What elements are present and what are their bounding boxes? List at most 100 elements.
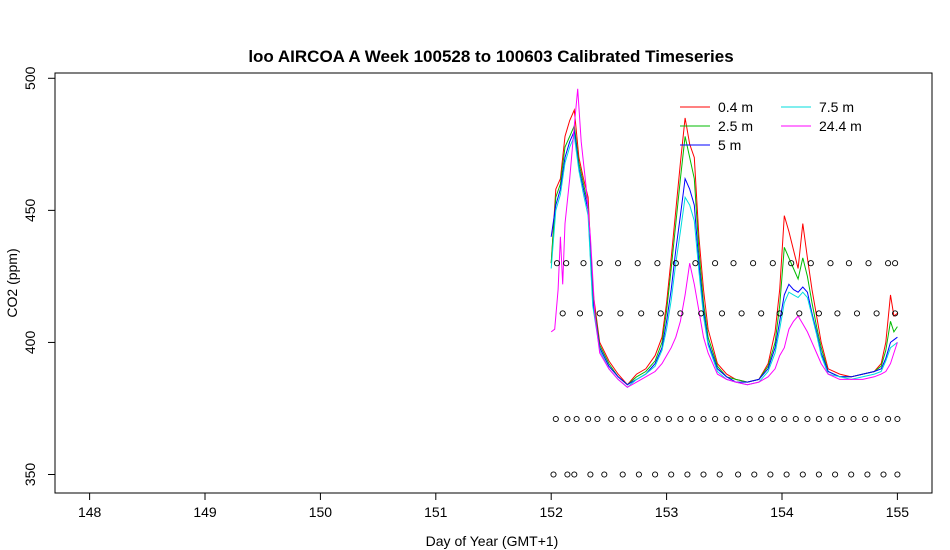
calibration-marker — [758, 310, 765, 317]
calibration-marker — [788, 260, 795, 267]
x-tick-label: 155 — [886, 504, 910, 520]
calibration-marker — [862, 415, 869, 423]
calibration-marker — [594, 415, 601, 423]
calibration-marker — [769, 415, 776, 423]
calibration-marker — [735, 415, 742, 423]
calibration-marker — [700, 471, 707, 478]
calibration-marker — [894, 471, 901, 478]
calibration-marker — [550, 471, 557, 478]
calibration-marker — [635, 471, 642, 478]
calibration-marker — [848, 471, 855, 478]
calibration-marker — [834, 310, 841, 317]
calibration-marker — [672, 260, 679, 267]
x-tick-label: 148 — [78, 504, 102, 520]
calibration-marker — [799, 471, 806, 478]
calibration-marker — [564, 415, 571, 423]
calibration-marker — [815, 415, 822, 423]
legend-label: 2.5 m — [718, 118, 753, 134]
y-tick-label: 450 — [22, 198, 38, 222]
x-axis-label: Day of Year (GMT+1) — [426, 533, 559, 549]
calibration-marker — [853, 310, 861, 317]
calibration-marker — [571, 471, 578, 478]
plot-area-frame — [54, 72, 933, 494]
y-axis-label: CO2 (ppm) — [4, 248, 20, 317]
series-layer — [550, 88, 898, 388]
series-line-4 — [550, 88, 898, 388]
calibration-marker — [873, 310, 880, 317]
calibration-marker — [873, 415, 880, 423]
calibration-marker — [638, 310, 645, 317]
calibration-marker — [827, 260, 834, 267]
calibration-marker — [634, 260, 641, 267]
calibration-marker — [587, 471, 594, 478]
calibration-marker — [564, 471, 571, 478]
calibration-marker — [751, 471, 758, 478]
calibration-marker — [815, 310, 822, 317]
calibration-marker — [738, 310, 745, 317]
legend: 0.4 m 2.5 m 5 m 7.5 m 24.4 m — [680, 99, 862, 153]
calibration-marker — [735, 471, 742, 478]
calibration-marker — [767, 471, 774, 478]
calibration-marker — [684, 471, 691, 478]
calibration-marker — [712, 415, 719, 423]
calibration-marker — [665, 415, 672, 423]
calibration-marker — [573, 415, 580, 423]
calibration-marker — [750, 260, 757, 267]
calibration-marker — [559, 310, 566, 317]
calibration-marker — [758, 415, 765, 423]
calibration-marker — [894, 415, 901, 423]
calibration-marker — [677, 310, 684, 317]
calibration-marker — [688, 415, 696, 423]
calibration-marker — [652, 471, 659, 478]
legend-label: 24.4 m — [819, 118, 862, 134]
calibration-marker — [700, 415, 707, 423]
calibration-marker — [677, 415, 684, 423]
calibration-marker — [552, 415, 559, 423]
calibration-marker — [698, 310, 705, 317]
calibration-marker — [617, 310, 624, 317]
x-tick-label: 152 — [540, 504, 564, 520]
chart-title: loo AIRCOA A Week 100528 to 100603 Calib… — [248, 47, 733, 66]
calibration-marker — [716, 471, 723, 478]
calibration-marker — [892, 260, 899, 267]
calibration-marker — [601, 471, 608, 478]
calibration-marker — [807, 260, 814, 267]
calibration-marker — [885, 415, 892, 423]
y-tick-label: 400 — [22, 331, 38, 355]
calibration-marker — [804, 415, 811, 423]
calibration-marker — [563, 260, 570, 267]
calibration-marker — [792, 415, 799, 423]
calibration-marker — [850, 415, 857, 423]
calibration-marker — [654, 415, 661, 423]
calibration-marker — [553, 260, 561, 267]
calibration-marker — [769, 260, 776, 267]
calibration-marker — [845, 260, 852, 267]
y-tick-label: 350 — [22, 463, 38, 487]
calibration-marker — [712, 260, 719, 267]
calibration-marker — [783, 471, 790, 478]
calibration-marker — [723, 415, 730, 423]
x-tick-label: 149 — [193, 504, 217, 520]
calibration-marker — [619, 415, 626, 423]
calibration-marker — [815, 471, 822, 478]
calibration-marker — [657, 310, 664, 317]
legend-label: 7.5 m — [819, 99, 854, 115]
calibration-marker — [892, 310, 899, 317]
calibration-marker — [615, 260, 622, 267]
calibration-marker — [880, 471, 887, 478]
calibration-marker — [730, 260, 737, 267]
calibration-marker — [796, 310, 803, 317]
calibration-marker — [668, 471, 675, 478]
calibration-marker — [596, 310, 603, 317]
calibration-marker — [718, 310, 726, 317]
calibration-marker — [832, 471, 839, 478]
calibration-marker — [827, 415, 834, 423]
calibration-marker — [596, 260, 603, 267]
calibration-marker — [838, 415, 846, 423]
calibration-marker — [585, 415, 592, 423]
x-tick-label: 151 — [424, 504, 448, 520]
legend-label: 0.4 m — [718, 99, 753, 115]
calibration-marker — [692, 260, 699, 267]
